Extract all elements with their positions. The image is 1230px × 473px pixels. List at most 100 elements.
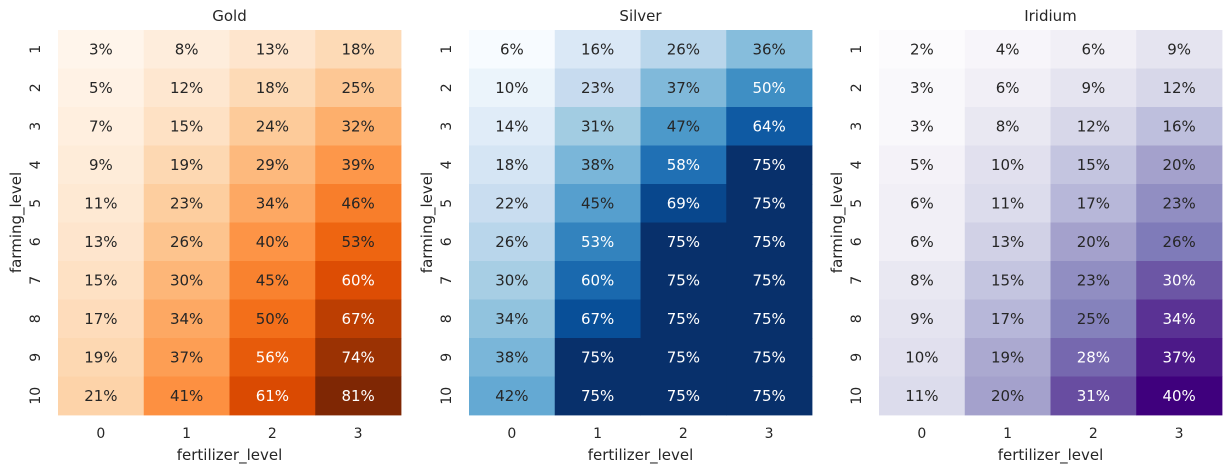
heatmap-cell	[58, 261, 145, 300]
y-tick-label: 5	[849, 199, 865, 208]
cell-value-label: 22%	[495, 194, 528, 212]
cell-value-label: 34%	[495, 310, 528, 328]
heatmap-cell	[229, 30, 316, 69]
heatmap-cell	[229, 145, 316, 185]
heatmap-cell	[229, 261, 316, 300]
cell-value-label: 15%	[1077, 156, 1110, 174]
cell-value-label: 30%	[170, 271, 203, 289]
heatmap-cell	[554, 338, 641, 377]
heatmap-cell	[469, 299, 556, 339]
cell-value-label: 75%	[667, 387, 700, 405]
heatmap-cell	[726, 30, 813, 69]
y-tick-label: 10	[439, 387, 455, 405]
y-tick-label: 8	[28, 314, 44, 323]
cell-value-label: 17%	[1077, 194, 1110, 212]
heatmap-cell	[640, 376, 727, 416]
cell-value-label: 12%	[1162, 79, 1195, 97]
cell-value-label: 11%	[991, 194, 1024, 212]
y-tick-label: 4	[849, 160, 865, 169]
heatmap-cell	[58, 222, 145, 262]
cell-value-label: 16%	[1162, 117, 1195, 135]
cell-value-label: 15%	[170, 117, 203, 135]
heatmap-cell	[640, 107, 727, 146]
y-tick-label: 6	[439, 237, 455, 246]
cell-value-label: 34%	[256, 194, 289, 212]
cell-value-label: 29%	[256, 156, 289, 174]
heatmap-cell	[229, 107, 316, 146]
cell-value-label: 36%	[752, 40, 785, 58]
cell-value-label: 25%	[341, 79, 374, 97]
heatmap-cell	[58, 30, 145, 69]
heatmap-cell	[469, 30, 556, 69]
y-tick-label: 1	[439, 45, 455, 54]
y-tick-label: 3	[439, 122, 455, 131]
cell-value-label: 17%	[991, 310, 1024, 328]
cell-value-label: 34%	[170, 310, 203, 328]
heatmap-cell	[1136, 376, 1223, 416]
y-tick-label: 1	[849, 45, 865, 54]
y-tick-label: 2	[439, 83, 455, 92]
heatmap-cell	[143, 184, 230, 223]
heatmap-cell	[964, 261, 1051, 300]
cell-value-label: 18%	[495, 156, 528, 174]
heatmap-cell	[315, 30, 402, 69]
cell-value-label: 5%	[89, 79, 113, 97]
cell-value-label: 50%	[256, 310, 289, 328]
heatmap-cell	[469, 68, 556, 108]
heatmap-cell	[1050, 261, 1137, 300]
cell-value-label: 28%	[1077, 348, 1110, 366]
cell-value-label: 42%	[495, 387, 528, 405]
heatmap-cell	[726, 338, 813, 377]
heatmap-cell	[315, 107, 402, 146]
cell-value-label: 24%	[256, 117, 289, 135]
cell-value-label: 46%	[341, 194, 374, 212]
heatmap-cell	[726, 184, 813, 223]
cell-value-label: 20%	[1162, 156, 1195, 174]
heatmap-cell	[964, 338, 1051, 377]
cell-value-label: 13%	[991, 233, 1024, 251]
y-tick-label: 2	[28, 83, 44, 92]
cell-value-label: 41%	[170, 387, 203, 405]
cell-value-label: 47%	[667, 117, 700, 135]
cell-value-label: 45%	[256, 271, 289, 289]
cell-value-label: 37%	[1162, 348, 1195, 366]
heatmap-panel-silver: 6% 16% 26% 36%10% 23% 37% 50%14% 31% 47% 64%18% 38…	[418, 7, 813, 465]
cell-value-label: 6%	[910, 233, 934, 251]
cell-value-label: 34%	[1162, 310, 1195, 328]
cell-value-label: 9%	[910, 310, 934, 328]
heatmap-cell	[1050, 30, 1137, 69]
cell-value-label: 8%	[175, 40, 199, 58]
x-tick-label: 3	[765, 426, 774, 442]
cell-value-label: 75%	[667, 233, 700, 251]
heatmap-cell	[58, 184, 145, 223]
heatmap-cell	[58, 145, 145, 185]
cell-value-label: 20%	[991, 387, 1024, 405]
heatmap-cell	[469, 145, 556, 185]
cell-value-label: 75%	[667, 271, 700, 289]
heatmap-cell	[315, 261, 402, 300]
cell-value-label: 26%	[1162, 233, 1195, 251]
cell-value-label: 75%	[667, 310, 700, 328]
cell-value-label: 6%	[1081, 40, 1105, 58]
cell-value-label: 19%	[84, 348, 117, 366]
heatmap-cell	[879, 145, 966, 185]
heatmap-cell	[964, 376, 1051, 416]
cell-value-label: 2%	[910, 40, 934, 58]
cell-value-label: 23%	[1077, 271, 1110, 289]
cell-value-label: 9%	[1081, 79, 1105, 97]
cell-value-label: 30%	[495, 271, 528, 289]
x-axis-label: fertilizer_level	[588, 446, 694, 465]
cell-value-label: 26%	[667, 40, 700, 58]
y-tick-label: 7	[28, 276, 44, 285]
heatmap-cell	[1136, 222, 1223, 262]
heatmap-cell	[879, 338, 966, 377]
cell-value-label: 6%	[996, 79, 1020, 97]
cell-value-label: 26%	[495, 233, 528, 251]
cell-value-label: 50%	[752, 79, 785, 97]
heatmap-cell	[143, 299, 230, 339]
cell-value-label: 5%	[910, 156, 934, 174]
heatmap-cell	[58, 376, 145, 416]
heatmap-panel-gold: 3% 8% 13% 18% 5% 12% 18% 25% 7% 15% 24% 32% 9% 19% 29%…	[7, 7, 402, 465]
cell-value-label: 30%	[1162, 271, 1195, 289]
cell-value-label: 18%	[341, 40, 374, 58]
